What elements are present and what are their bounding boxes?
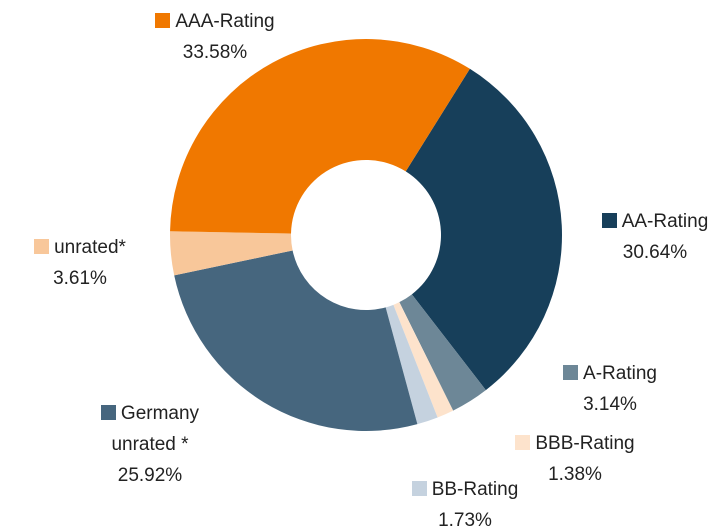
- category-name: Germany unrated *: [111, 403, 200, 455]
- donut-segment: [393, 302, 454, 418]
- value-label: 3.14%: [583, 394, 637, 415]
- category-name: AA-Rating: [621, 211, 709, 232]
- slice-label: AAA-Rating 33.58%: [135, 6, 295, 68]
- donut-segment: [399, 294, 486, 411]
- category-name: BBB-Rating: [535, 433, 635, 454]
- donut-segment: [174, 250, 418, 432]
- value-label: 1.38%: [548, 464, 602, 485]
- category-name: BB-Rating: [431, 479, 519, 500]
- value-label: 3.61%: [53, 268, 107, 289]
- value-label: 33.58%: [182, 42, 248, 63]
- category-name: A-Rating: [583, 363, 657, 384]
- legend-swatch: [601, 213, 617, 228]
- category-name: AAA-Rating: [175, 11, 275, 32]
- slice-label: BB-Rating 1.73%: [395, 474, 535, 530]
- legend-swatch: [411, 481, 427, 496]
- category-name: unrated*: [54, 237, 126, 258]
- value-label: 1.73%: [438, 510, 492, 530]
- legend-swatch: [515, 435, 531, 450]
- donut-segment: [169, 231, 293, 276]
- value-label: 25.92%: [117, 465, 183, 486]
- legend-swatch: [100, 405, 116, 420]
- slice-label: Germany unrated * 25.92%: [90, 398, 210, 491]
- legend-swatch: [155, 13, 171, 28]
- slice-label: unrated* 3.61%: [15, 232, 145, 294]
- slice-label: A-Rating 3.14%: [550, 358, 670, 420]
- donut-segment: [170, 39, 470, 234]
- value-label: 30.64%: [622, 242, 688, 263]
- slice-label: AA-Rating 30.64%: [585, 206, 725, 268]
- donut-segment: [385, 304, 438, 425]
- donut-segment: [405, 68, 562, 391]
- slice-label: BBB-Rating 1.38%: [495, 428, 655, 490]
- legend-swatch: [34, 239, 50, 254]
- legend-swatch: [563, 365, 579, 380]
